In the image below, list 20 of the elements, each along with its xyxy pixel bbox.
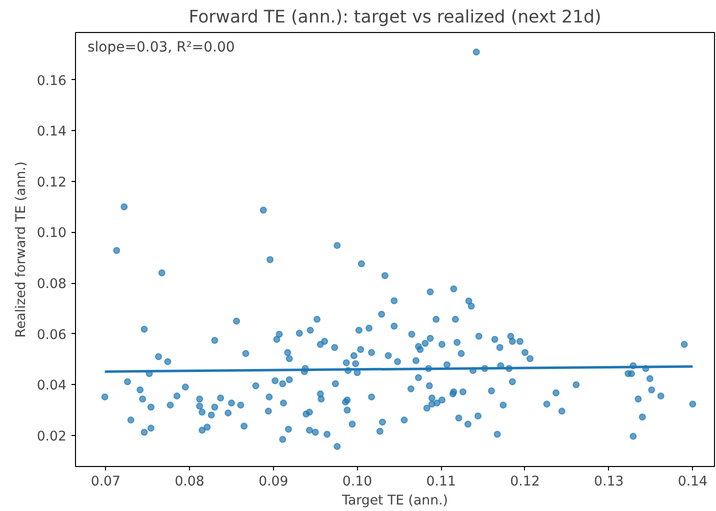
- x-tick-label: 0.09: [258, 474, 288, 490]
- y-tick-label: 0.06: [36, 328, 67, 343]
- x-tick-label: 0.07: [90, 474, 121, 490]
- x-tick-label: 0.12: [510, 474, 540, 490]
- y-tick-label: 0.02: [36, 429, 67, 444]
- y-tick-label: 0.08: [36, 277, 67, 292]
- y-tick-label: 0.12: [36, 175, 67, 190]
- x-tick-label: 0.11: [426, 474, 456, 490]
- chart-title: Forward TE (ann.): target vs realized (next 21d): [188, 8, 602, 28]
- y-tick-label: 0.14: [36, 124, 67, 140]
- annotation: slope=0.03, R²=0.00: [88, 40, 235, 56]
- x-tick-label: 0.10: [342, 474, 372, 490]
- y-tick-label: 0.16: [36, 74, 67, 89]
- x-tick-label: 0.13: [594, 474, 624, 490]
- x-tick-label: 0.14: [678, 474, 708, 490]
- x-axis-title: Target TE (ann.): [341, 494, 448, 508]
- y-axis-title: Realized forward TE (ann.): [14, 161, 29, 338]
- y-tick-label: 0.10: [36, 226, 67, 242]
- y-tick-label: 0.04: [36, 378, 67, 394]
- x-tick-label: 0.08: [174, 474, 204, 490]
